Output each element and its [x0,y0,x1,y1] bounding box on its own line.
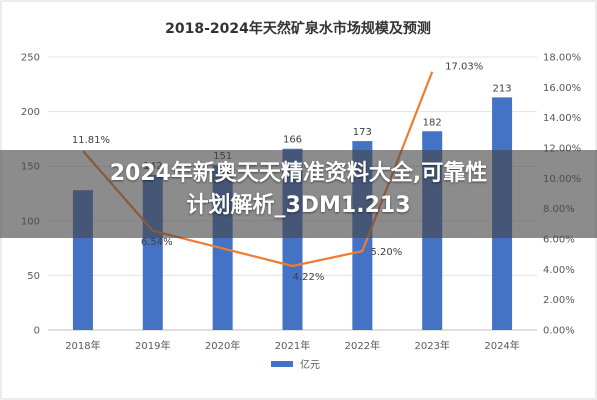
overlay-banner [0,150,597,238]
right-tick-label: 2.00% [543,295,575,306]
left-tick-label: 250 [21,53,40,64]
line-data-label: 17.03% [445,62,483,73]
right-tick-label: 18.00% [543,53,581,64]
x-tick-label: 2024年 [484,339,519,352]
right-tick-label: 14.00% [543,113,581,124]
left-tick-label: 50 [27,271,40,282]
overlay-line-1: 2024年新奥天天精准资料大全,可靠性 [109,161,488,186]
bar-data-label: 173 [353,127,372,138]
line-data-label: 5.20% [370,247,402,258]
legend-swatch [271,361,293,367]
x-tick-label: 2018年 [65,339,100,352]
line-data-labels: 11.81% 6.54% 4.22% 5.20% 17.03% [72,62,483,283]
x-tick-label: 2022年 [345,339,380,352]
x-tick-label: 2019年 [135,339,170,352]
x-tick-label: 2020年 [205,339,240,352]
left-tick-label: 0 [34,326,40,337]
bar-data-label: 166 [283,135,302,146]
overlay-line-2: 计划解析_3DM1.213 [186,193,411,218]
left-tick-label: 200 [21,107,40,118]
line-data-label: 6.54% [141,237,173,248]
line-data-label: 11.81% [72,135,110,146]
bar-data-label: 213 [493,83,512,94]
line-data-label: 4.22% [293,272,325,283]
overlay-caption: 2024年新奥天天精准资料大全,可靠性 计划解析_3DM1.213 [0,158,597,222]
bar-data-label: 182 [423,117,442,128]
chart-title: 2018-2024年天然矿泉水市场规模及预测 [165,20,431,37]
x-axis-ticks: 2018年 2019年 2020年 2021年 2022年 2023年 2024年 [65,339,520,352]
right-tick-label: 12.00% [543,144,581,155]
x-tick-label: 2021年 [275,339,310,352]
right-tick-label: 0.00% [543,326,575,337]
right-tick-label: 6.00% [543,235,575,246]
x-tick-label: 2023年 [414,339,449,352]
legend: 亿元 [271,358,320,371]
right-tick-label: 4.00% [543,265,575,276]
right-tick-label: 16.00% [543,83,581,94]
legend-label: 亿元 [300,358,320,371]
